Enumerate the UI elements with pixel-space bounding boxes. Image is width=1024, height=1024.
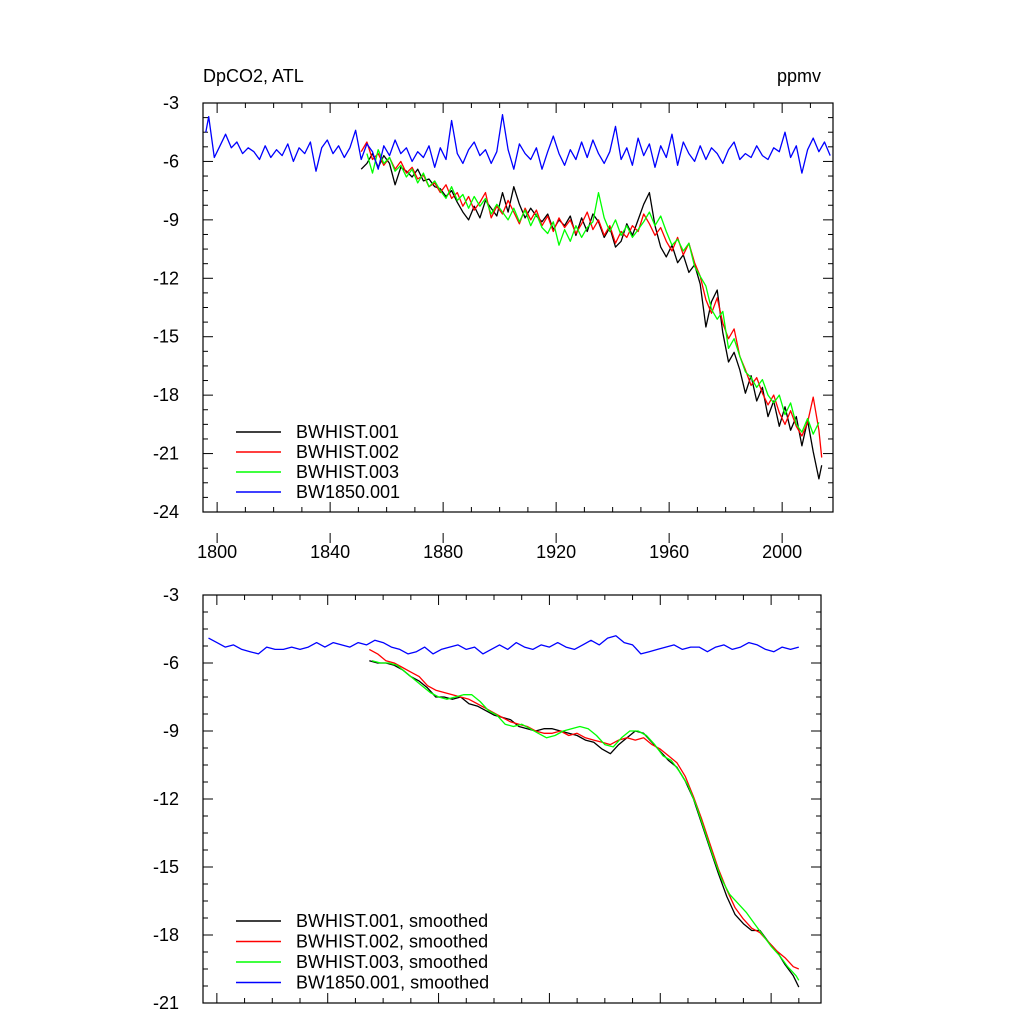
y-tick-label: -18 xyxy=(153,925,179,945)
y-tick-label: -12 xyxy=(153,789,179,809)
x-tick-label: 1800 xyxy=(197,542,237,562)
y-tick-label: -3 xyxy=(163,585,179,605)
legend-entry: BWHIST.001, smoothed xyxy=(296,911,488,931)
legend-entry: BWHIST.002 xyxy=(296,442,399,462)
x-tick-label: 1840 xyxy=(310,542,350,562)
legend-entry: BWHIST.002, smoothed xyxy=(296,932,488,952)
y-tick-label: -21 xyxy=(153,993,179,1013)
x-tick-label: 1920 xyxy=(536,542,576,562)
series-line xyxy=(368,648,800,970)
x-tick-label: 2000 xyxy=(762,542,802,562)
series-line xyxy=(371,660,800,981)
series-line xyxy=(366,149,820,435)
y-tick-label: -24 xyxy=(153,502,179,522)
y-tick-label: -21 xyxy=(153,444,179,464)
chart-title-left: DpCO2, ATL xyxy=(203,66,304,86)
x-tick-label: 1960 xyxy=(649,542,689,562)
y-tick-label: -15 xyxy=(153,857,179,877)
legend-entry: BWHIST.003 xyxy=(296,462,399,482)
y-tick-label: -6 xyxy=(163,151,179,171)
legend-entry: BWHIST.001 xyxy=(296,422,399,442)
legend-entry: BW1850.001, smoothed xyxy=(296,973,489,993)
y-tick-label: -9 xyxy=(163,721,179,741)
x-tick-label: 1880 xyxy=(423,542,463,562)
chart-units-label: ppmv xyxy=(777,66,821,86)
y-tick-label: -15 xyxy=(153,327,179,347)
series-line xyxy=(208,635,799,655)
series-line xyxy=(369,660,800,988)
y-tick-label: -3 xyxy=(163,93,179,113)
legend-entry: BW1850.001 xyxy=(296,482,400,502)
legend-entry: BWHIST.003, smoothed xyxy=(296,952,488,972)
series-line xyxy=(205,114,831,174)
y-tick-label: -18 xyxy=(153,385,179,405)
y-tick-label: -12 xyxy=(153,268,179,288)
series-line xyxy=(360,152,823,480)
y-tick-label: -6 xyxy=(163,653,179,673)
top-panel: -3 -6 -9 -12 -15 -18 -21 -24 1800 1840 1880 1920 196… xyxy=(153,93,834,562)
series-line xyxy=(360,141,823,458)
y-tick-label: -9 xyxy=(163,210,179,230)
